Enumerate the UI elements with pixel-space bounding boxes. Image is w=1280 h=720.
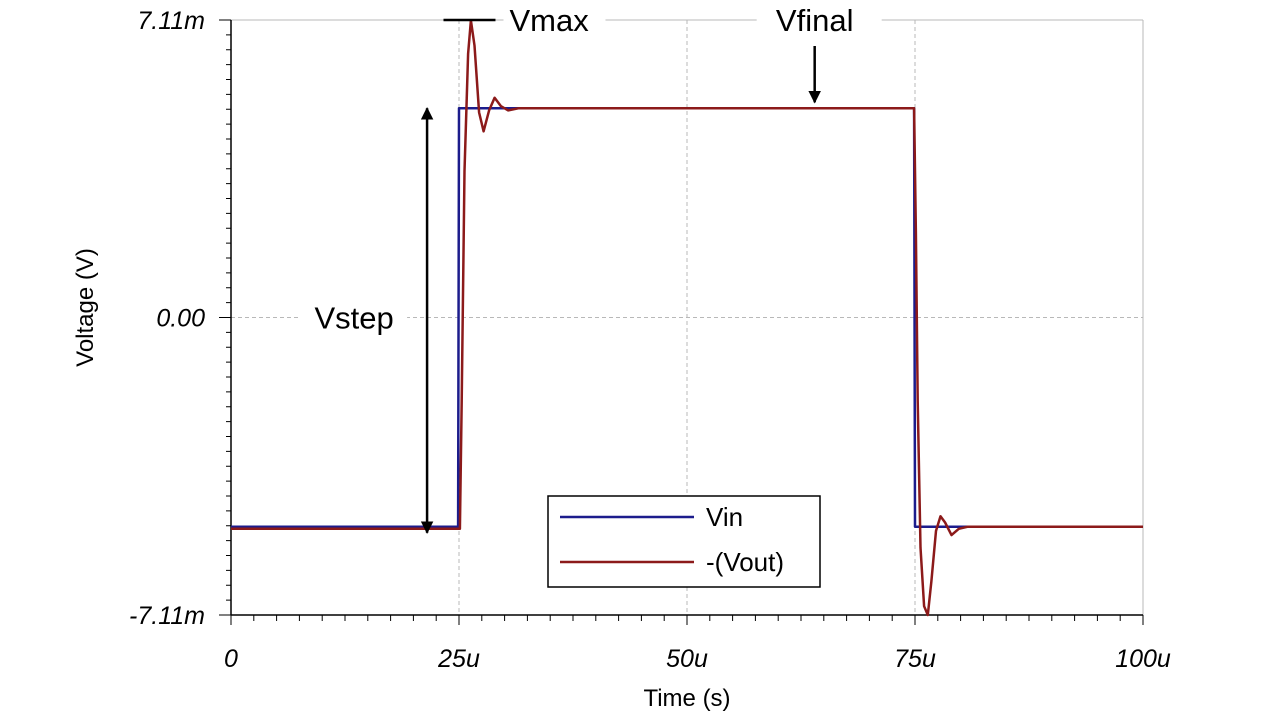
x-tick-label: 100u xyxy=(1115,645,1171,673)
legend-box xyxy=(547,495,821,588)
vmax-label-bg xyxy=(503,2,606,38)
vfinal-label-bg xyxy=(756,2,882,38)
x-tick-label: 50u xyxy=(666,645,708,673)
x-tick-label: 25u xyxy=(437,645,480,673)
annotations: Vmax Vfinal Vstep xyxy=(299,2,882,534)
x-tick-label: 0 xyxy=(224,645,238,673)
vstep-label: Vstep xyxy=(314,301,393,336)
vmax-label: Vmax xyxy=(509,3,589,38)
vfinal-label: Vfinal xyxy=(776,3,854,38)
y-tick-label: -7.11m xyxy=(129,602,205,630)
vout-line xyxy=(231,19,1143,617)
tick-labels: 0 25u 50u 75u 100u 7.11m 0.00 -7.11m xyxy=(129,7,1171,673)
legend: Vin -(Vout) xyxy=(547,495,821,588)
tick-marks xyxy=(219,19,1144,625)
y-axis-title: Voltage (V) xyxy=(72,248,99,367)
y-tick-label: 7.11m xyxy=(137,7,205,35)
legend-label: -(Vout) xyxy=(706,547,784,577)
x-axis-title: Time (s) xyxy=(643,685,730,712)
x-tick-label: 75u xyxy=(894,645,936,673)
y-tick-label: 0.00 xyxy=(156,305,205,333)
series-lines xyxy=(231,19,1143,617)
legend-label: Vin xyxy=(706,502,743,532)
vstep-label-bg xyxy=(299,295,408,336)
